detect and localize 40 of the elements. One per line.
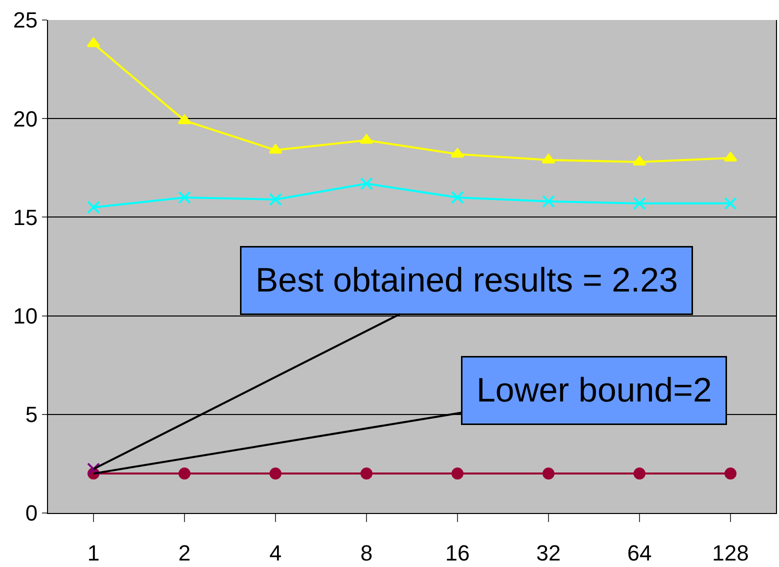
point bbox=[451, 190, 464, 204]
point bbox=[86, 38, 100, 48]
point bbox=[87, 462, 100, 476]
annotation: Lower bound=2 bbox=[476, 372, 712, 410]
x-tick-label: 32 bbox=[536, 540, 561, 566]
point bbox=[178, 190, 191, 204]
point bbox=[634, 468, 646, 480]
y-tick-label: 25 bbox=[13, 8, 38, 33]
point bbox=[724, 196, 737, 210]
point bbox=[268, 144, 282, 154]
point bbox=[270, 468, 282, 480]
point bbox=[360, 177, 373, 190]
y-tick-label: 20 bbox=[13, 106, 38, 132]
annotation: Best obtained results = 2.23 bbox=[256, 262, 678, 300]
x-tick-label: 8 bbox=[360, 540, 373, 566]
point bbox=[360, 134, 374, 144]
point bbox=[633, 196, 646, 210]
x-tick-label: 128 bbox=[712, 540, 749, 566]
x-tick-label: 64 bbox=[627, 540, 652, 566]
point bbox=[178, 468, 190, 480]
x-tick-label: 1 bbox=[87, 540, 100, 566]
x-tick-label: 4 bbox=[269, 540, 282, 566]
point bbox=[724, 468, 736, 480]
x-tick-label: 16 bbox=[445, 540, 470, 566]
y-tick-label: 15 bbox=[13, 204, 38, 230]
point bbox=[360, 468, 372, 480]
y-tick-label: 10 bbox=[13, 304, 38, 328]
y-tick-label: 0 bbox=[25, 500, 38, 526]
point bbox=[178, 114, 192, 124]
point bbox=[452, 468, 464, 480]
point bbox=[724, 152, 738, 162]
point bbox=[542, 468, 554, 480]
point bbox=[269, 192, 282, 206]
x-tick-label: 2 bbox=[178, 540, 191, 566]
point bbox=[87, 200, 100, 214]
point bbox=[450, 148, 464, 158]
point bbox=[542, 154, 556, 164]
point bbox=[542, 194, 555, 208]
y-tick-label: 5 bbox=[25, 402, 38, 428]
point bbox=[632, 156, 646, 166]
